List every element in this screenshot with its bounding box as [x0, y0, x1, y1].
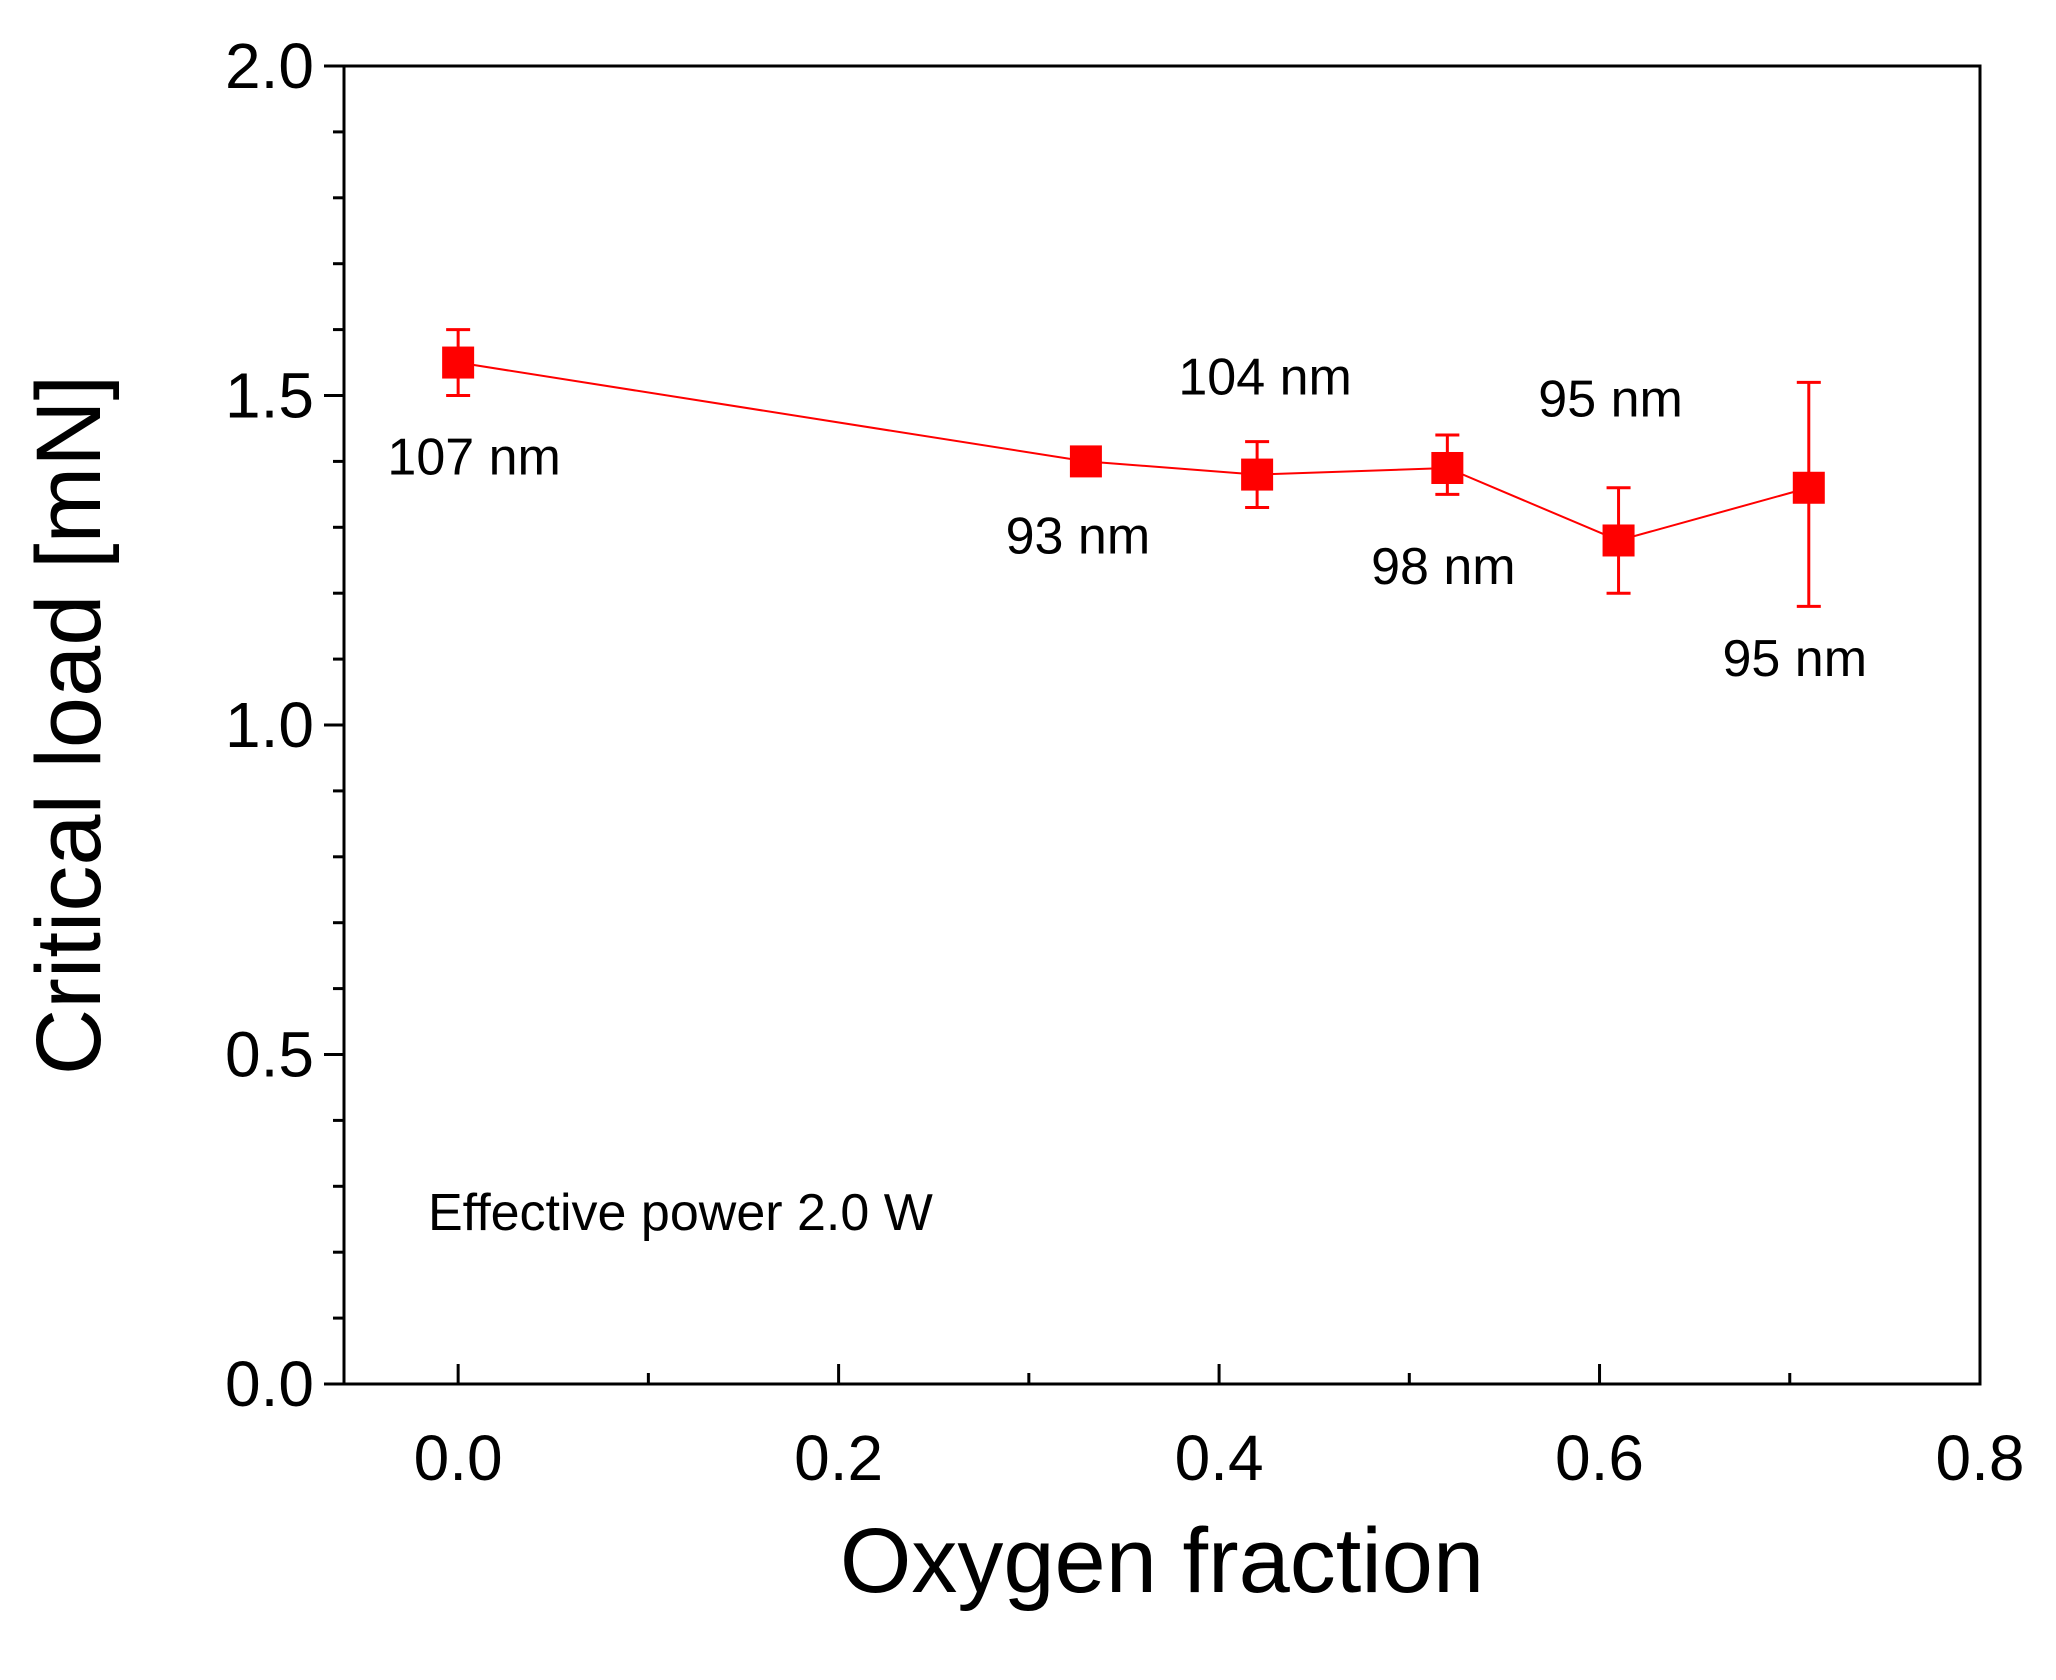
point-label: 107 nm — [387, 429, 560, 487]
point-label: 95 nm — [1538, 370, 1683, 428]
tick-labels: 0.0 0.2 0.4 0.6 0.8 0.0 0.5 1.0 1.5 2.0 — [225, 30, 2024, 1494]
x-tick-label: 0.2 — [794, 1422, 883, 1494]
y-tick-label: 1.5 — [225, 360, 314, 432]
y-tick-label: 0.5 — [225, 1019, 314, 1091]
y-tick-label: 0.0 — [225, 1348, 314, 1420]
y-tick-label: 2.0 — [225, 30, 314, 102]
y-tick-label: 1.0 — [225, 689, 314, 761]
point-label: 95 nm — [1723, 630, 1868, 688]
annotation-effective-power: Effective power 2.0 W — [428, 1184, 933, 1242]
data-point — [1431, 451, 1464, 484]
data-point — [1241, 458, 1274, 491]
point-label: 93 nm — [1006, 507, 1151, 565]
point-label: 104 nm — [1178, 349, 1351, 407]
x-tick-label: 0.8 — [1936, 1422, 2025, 1494]
y-axis-title: Critical load [mN] — [18, 375, 120, 1075]
major-ticks — [324, 64, 1982, 1386]
x-tick-label: 0.4 — [1175, 1422, 1264, 1494]
x-axis-title: Oxygen fraction — [840, 1510, 1484, 1612]
series-layer — [442, 328, 1825, 608]
minor-ticks — [333, 130, 1792, 1384]
data-point — [442, 346, 475, 379]
data-point — [1069, 445, 1102, 478]
point-labels-layer: 107 nm 93 nm 104 nm 98 nm 95 nm 95 nm — [387, 349, 1867, 688]
x-tick-label: 0.6 — [1555, 1422, 1644, 1494]
series-line — [457, 361, 1810, 542]
point-label: 98 nm — [1371, 538, 1516, 596]
x-tick-label: 0.0 — [414, 1422, 503, 1494]
data-point — [1792, 471, 1825, 504]
data-point — [1602, 524, 1635, 557]
